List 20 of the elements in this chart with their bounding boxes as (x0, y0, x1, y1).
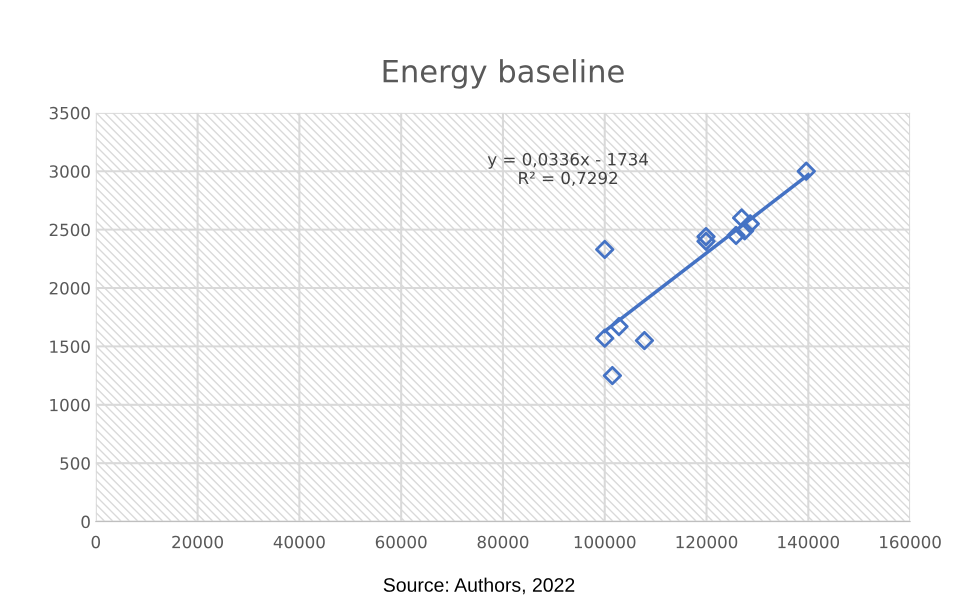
chart-title: Energy baseline (384, 59, 624, 89)
y-tick-label: 2000 (50, 282, 90, 295)
y-tick-label: 2500 (50, 224, 90, 236)
x-tick-label: 80000 (478, 536, 528, 548)
source-note: Source: Authors, 2022 (384, 578, 574, 594)
x-tick-label: 160000 (880, 536, 941, 548)
x-tick-label: 100000 (574, 536, 636, 548)
x-tick-label: 140000 (778, 536, 840, 548)
annotation: y = 0,0336x - 1734 R² = 0,7292 (488, 152, 648, 186)
y-tick-label: 3500 (50, 106, 90, 120)
y-tick-label: 3000 (50, 165, 90, 178)
y-tick-label: 500 (60, 457, 90, 470)
x-tick-label: 40000 (274, 536, 325, 548)
y-tick-label: 1000 (50, 398, 90, 412)
y-tick-label: 0 (81, 516, 90, 528)
x-tick-label: 20000 (172, 536, 223, 548)
y-tick-label: 1500 (50, 340, 90, 353)
x-tick-label: 0 (92, 536, 100, 548)
x-tick-label: 60000 (376, 536, 427, 548)
x-tick-label: 120000 (676, 536, 738, 548)
